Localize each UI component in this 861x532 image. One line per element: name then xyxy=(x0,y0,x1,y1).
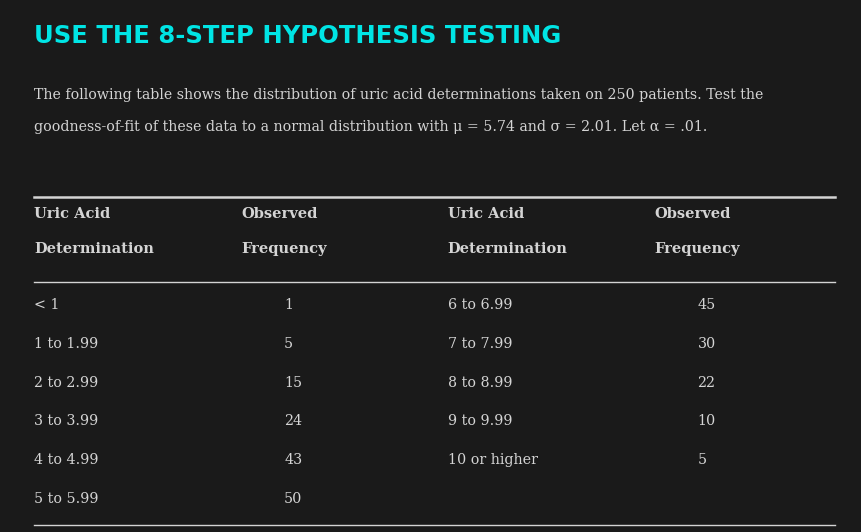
Text: 43: 43 xyxy=(284,453,302,467)
Text: 3 to 3.99: 3 to 3.99 xyxy=(34,414,99,428)
Text: 6 to 6.99: 6 to 6.99 xyxy=(448,298,512,312)
Text: 1 to 1.99: 1 to 1.99 xyxy=(34,337,99,351)
Text: 2 to 2.99: 2 to 2.99 xyxy=(34,376,99,389)
Text: 9 to 9.99: 9 to 9.99 xyxy=(448,414,512,428)
Text: Observed: Observed xyxy=(654,207,731,221)
Text: Observed: Observed xyxy=(241,207,318,221)
Text: 24: 24 xyxy=(284,414,302,428)
Text: Determination: Determination xyxy=(448,242,567,256)
Text: 5 to 5.99: 5 to 5.99 xyxy=(34,492,99,506)
Text: Uric Acid: Uric Acid xyxy=(34,207,111,221)
Text: 10: 10 xyxy=(697,414,715,428)
Text: 50: 50 xyxy=(284,492,302,506)
Text: 8 to 8.99: 8 to 8.99 xyxy=(448,376,512,389)
Text: 1: 1 xyxy=(284,298,293,312)
Text: 10 or higher: 10 or higher xyxy=(448,453,538,467)
Text: Determination: Determination xyxy=(34,242,154,256)
Text: Frequency: Frequency xyxy=(654,242,740,256)
Text: The following table shows the distribution of uric acid determinations taken on : The following table shows the distributi… xyxy=(34,88,764,102)
Text: Frequency: Frequency xyxy=(241,242,326,256)
Text: 30: 30 xyxy=(697,337,715,351)
Text: 5: 5 xyxy=(697,453,707,467)
Text: 5: 5 xyxy=(284,337,294,351)
Text: Uric Acid: Uric Acid xyxy=(448,207,524,221)
Text: 15: 15 xyxy=(284,376,302,389)
Text: 7 to 7.99: 7 to 7.99 xyxy=(448,337,512,351)
Text: < 1: < 1 xyxy=(34,298,60,312)
Text: USE THE 8-STEP HYPOTHESIS TESTING: USE THE 8-STEP HYPOTHESIS TESTING xyxy=(34,24,561,48)
Text: 22: 22 xyxy=(697,376,715,389)
Text: goodness-of-fit of these data to a normal distribution with μ = 5.74 and σ = 2.0: goodness-of-fit of these data to a norma… xyxy=(34,120,708,134)
Text: 4 to 4.99: 4 to 4.99 xyxy=(34,453,99,467)
Text: 45: 45 xyxy=(697,298,715,312)
